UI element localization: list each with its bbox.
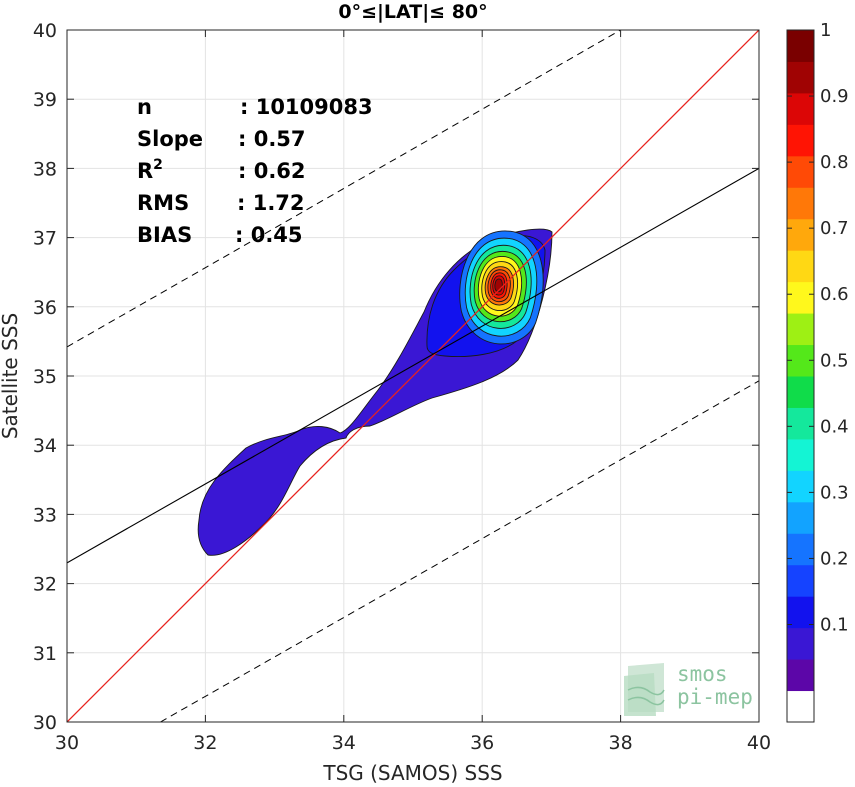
colorbar-segment [787, 124, 814, 157]
y-tick-label: 30 [33, 712, 57, 734]
axis-ticks: 30 32 34 36 38 40 30 31 32 33 34 35 36 37 38 39 40 [33, 20, 771, 754]
x-axis-label: TSG (SAMOS) SSS [322, 761, 502, 785]
chart-title: 0°≤|LAT|≤ 80° [338, 1, 487, 23]
upper-bound-line [67, 30, 621, 348]
colorbar-segment [787, 250, 814, 283]
colorbar-tick-label: 0.4 [820, 416, 849, 437]
colorbar-tick-label: 0.2 [820, 548, 849, 569]
colorbar-segment [787, 61, 814, 94]
colorbar-segment [787, 470, 814, 503]
colorbar-segment [787, 30, 814, 62]
colorbar-tick-label: 0.3 [820, 482, 849, 503]
colorbar-segment [787, 376, 814, 408]
colorbar-segment [787, 313, 814, 346]
colorbar-segment [787, 155, 814, 188]
stat-value: : 0.62 [238, 159, 306, 183]
identity-line [67, 30, 759, 722]
colorbar-segment [787, 281, 814, 314]
stat-label: Slope [137, 127, 203, 151]
colorbar-segment [787, 92, 814, 125]
logo-line-1: smos [677, 662, 728, 686]
colorbar-tick-label: 0.7 [820, 218, 849, 239]
stat-label: RMS [137, 191, 189, 215]
y-tick-label: 31 [33, 643, 57, 665]
stat-value: : 0.45 [235, 223, 303, 247]
x-tick-label: 36 [470, 732, 494, 754]
colorbar-segment [787, 501, 814, 534]
colorbar-segment [787, 564, 814, 597]
y-tick-label: 36 [33, 297, 57, 319]
colorbar-segment [787, 596, 814, 629]
x-tick-label: 34 [332, 732, 356, 754]
x-tick-label: 30 [55, 732, 79, 754]
colorbar-frame [786, 29, 815, 723]
lower-bound-line [160, 380, 759, 722]
colorbar-segment [787, 627, 814, 660]
axes-frame [66, 29, 760, 723]
stat-label: BIAS [137, 223, 192, 247]
colorbar-tick-label: 0.8 [820, 152, 849, 173]
colorbar-tick-label: 0.5 [820, 350, 849, 371]
grid [66, 29, 760, 723]
stat-label: n [137, 95, 152, 119]
y-tick-label: 39 [33, 89, 57, 111]
logo-line-2: pi-mep [677, 685, 753, 709]
colorbar-tick-label: 0.9 [820, 86, 849, 107]
y-tick-label: 34 [33, 435, 57, 457]
smos-pimep-logo: smos pi-mep [624, 662, 753, 716]
stat-value: : 0.57 [238, 127, 306, 151]
colorbar-tick-label: 0.1 [820, 614, 849, 635]
colorbar-segment [787, 438, 814, 471]
colorbar-tick-label: 1 [820, 20, 831, 41]
colorbar-segment [787, 533, 814, 566]
y-tick-label: 35 [33, 366, 57, 388]
y-tick-label: 37 [33, 228, 57, 250]
x-tick-label: 32 [193, 732, 217, 754]
reference-lines [67, 30, 759, 722]
colorbar-segment [787, 187, 814, 220]
colorbar-segment [787, 690, 814, 723]
stats-box: n : 10109083 Slope : 0.57 R2 : 0.62 RMS : 1.72 B… [137, 95, 373, 247]
stat-value: : 10109083 [240, 95, 373, 119]
colorbar-segment [787, 218, 814, 251]
x-tick-label: 38 [609, 732, 633, 754]
stat-value: : 1.72 [237, 191, 305, 215]
y-tick-label: 40 [33, 20, 57, 42]
colorbar: 0.1 0.2 0.3 0.4 0.5 0.6 0.7 0.8 0.9 1 [786, 20, 849, 723]
y-tick-label: 38 [33, 158, 57, 180]
colorbar-segment [787, 659, 814, 692]
y-tick-label: 33 [33, 504, 57, 526]
colorbar-tick-label: 0.6 [820, 284, 849, 305]
y-tick-label: 32 [33, 574, 57, 596]
regression-line [67, 167, 759, 564]
y-axis-label: Satellite SSS [0, 313, 22, 439]
density-contours [197, 228, 553, 556]
stat-label: R2 [137, 157, 163, 183]
colorbar-segment [787, 407, 814, 440]
x-tick-label: 40 [747, 732, 771, 754]
